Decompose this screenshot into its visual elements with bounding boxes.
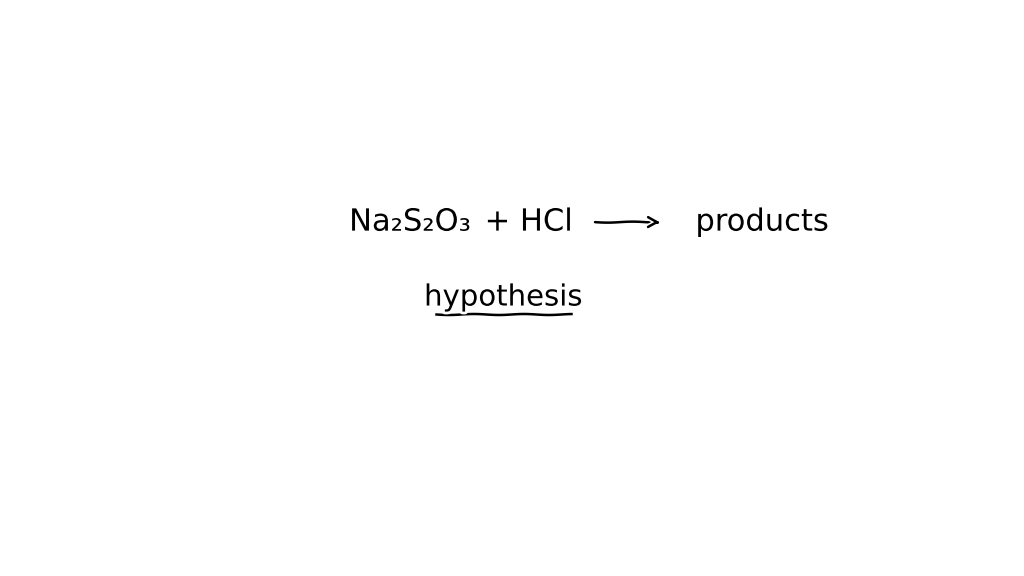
Text: + HCl: + HCl	[484, 207, 572, 237]
Text: products: products	[695, 207, 828, 237]
Text: hypothesis: hypothesis	[424, 283, 583, 312]
Text: Na₂S₂O₃: Na₂S₂O₃	[349, 207, 470, 237]
